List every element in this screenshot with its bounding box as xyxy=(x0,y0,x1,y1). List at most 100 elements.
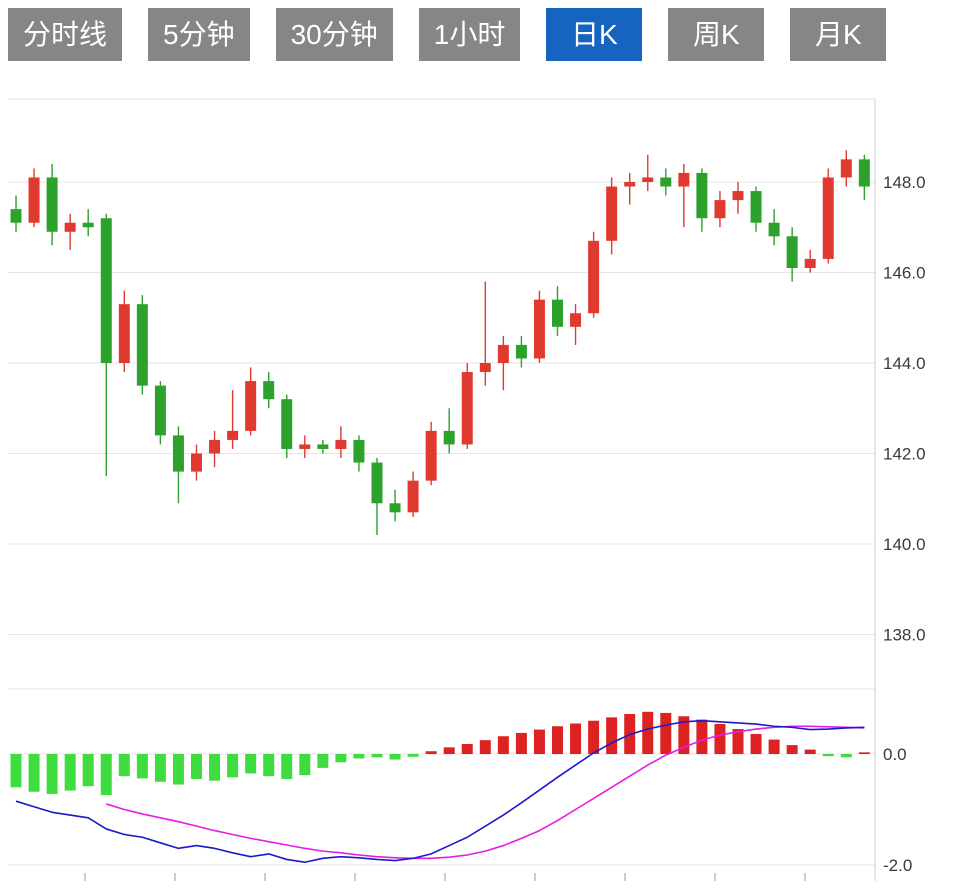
tab-minute-line[interactable]: 分时线 xyxy=(8,8,123,61)
macd-histogram-bar xyxy=(281,754,293,779)
tab-30min[interactable]: 30分钟 xyxy=(275,8,393,61)
candle-body xyxy=(497,344,509,363)
macd-histogram-bar xyxy=(371,754,383,758)
macd-histogram-bar xyxy=(443,747,455,754)
macd-histogram-bar xyxy=(136,754,148,779)
macd-histogram-bar xyxy=(209,754,221,781)
macd-histogram-bar xyxy=(245,754,257,774)
macd-histogram-bar xyxy=(750,734,762,754)
macd-histogram-bar xyxy=(118,754,130,777)
macd-histogram-bar xyxy=(660,712,672,754)
macd-histogram-bar xyxy=(82,754,94,787)
candle-body xyxy=(588,240,600,314)
macd-histogram-bar xyxy=(840,754,852,758)
candle-body xyxy=(407,480,419,513)
macd-histogram-bar xyxy=(461,744,473,754)
macd-histogram-bar xyxy=(696,719,708,754)
y-axis-label: 0.0 xyxy=(883,745,907,764)
candle-body xyxy=(533,299,545,359)
candle-body xyxy=(64,222,76,232)
candle-body xyxy=(642,177,654,182)
candle-body xyxy=(245,381,257,431)
macd-histogram-bar xyxy=(786,745,798,754)
macd-histogram-bar xyxy=(533,729,545,754)
candle-body xyxy=(443,430,455,445)
candle-body xyxy=(281,399,293,449)
macd-histogram-bar xyxy=(263,754,275,777)
macd-histogram-bar xyxy=(100,754,112,796)
candle-body xyxy=(82,222,94,228)
macd-histogram-bar xyxy=(299,754,311,776)
candle-body xyxy=(606,186,618,241)
candle-body xyxy=(209,439,221,454)
macd-histogram-bar xyxy=(317,754,329,768)
candle-body xyxy=(822,177,834,259)
macd-histogram-bar xyxy=(858,752,870,754)
tab-monthly-k[interactable]: 月K xyxy=(790,8,887,61)
candle-body xyxy=(46,177,58,232)
candle-body xyxy=(678,172,690,187)
candle-body xyxy=(768,222,780,237)
macd-histogram-bar xyxy=(28,754,40,792)
macd-histogram-bar xyxy=(714,724,726,754)
macd-histogram-bar xyxy=(335,754,347,763)
y-axis-label: 142.0 xyxy=(883,445,926,464)
candle-body xyxy=(136,304,148,386)
candle-body xyxy=(570,313,582,327)
macd-histogram-bar xyxy=(678,716,690,754)
macd-histogram-bar xyxy=(642,711,654,754)
candle-body xyxy=(696,172,708,219)
candle-body xyxy=(335,439,347,449)
tab-1hour[interactable]: 1小时 xyxy=(418,8,521,61)
candle-body xyxy=(28,177,40,223)
candlestick-macd-chart[interactable]: 148.0 146.0 144.0 142.0 140.0 138.0 0.0 -2.0 xyxy=(0,69,957,884)
candle-body xyxy=(515,344,527,359)
macd-histogram-bar xyxy=(46,754,58,794)
candle-body xyxy=(263,381,275,400)
candle-body xyxy=(425,430,437,481)
tab-5min[interactable]: 5分钟 xyxy=(148,8,250,61)
candle-body xyxy=(154,385,166,436)
candle-body xyxy=(804,258,816,268)
macd-histogram-bar xyxy=(768,739,780,754)
y-axis-label: 138.0 xyxy=(883,626,926,645)
macd-histogram-bar xyxy=(804,749,816,754)
candle-body xyxy=(750,191,762,223)
macd-histogram-bar xyxy=(570,723,582,754)
candle-body xyxy=(317,444,329,449)
y-axis-label: 140.0 xyxy=(883,535,926,554)
macd-histogram-bar xyxy=(606,717,618,754)
chart-area: 148.0 146.0 144.0 142.0 140.0 138.0 0.0 -2.0 xyxy=(0,69,957,889)
candle-body xyxy=(714,200,726,219)
candle-body xyxy=(660,177,672,187)
macd-histogram-bar xyxy=(154,754,166,782)
macd-histogram-bar xyxy=(227,754,239,778)
y-axis-label: 144.0 xyxy=(883,354,926,373)
candle-body xyxy=(624,182,636,187)
candle-body xyxy=(100,218,112,363)
candle-body xyxy=(840,159,852,178)
candle-body xyxy=(172,435,184,472)
tab-daily-k[interactable]: 日K xyxy=(546,8,643,61)
candle-body xyxy=(461,372,473,445)
candle-body xyxy=(118,304,130,363)
macd-histogram-bar xyxy=(407,754,419,757)
candle-body xyxy=(732,191,744,201)
macd-histogram-bar xyxy=(588,720,600,754)
candle-body xyxy=(479,363,491,373)
macd-histogram-bar xyxy=(191,754,202,779)
dea-line xyxy=(106,725,865,860)
y-axis-label: 146.0 xyxy=(883,264,926,283)
macd-histogram-bar xyxy=(552,726,563,754)
macd-histogram-bar xyxy=(425,751,437,754)
candle-body xyxy=(389,503,401,513)
macd-histogram-bar xyxy=(515,732,527,754)
candle-body xyxy=(10,209,22,223)
macd-histogram-bar xyxy=(172,754,184,785)
macd-histogram-bar xyxy=(822,754,834,757)
tab-weekly-k[interactable]: 周K xyxy=(668,8,765,61)
macd-histogram-bar xyxy=(479,740,491,754)
macd-histogram-bar xyxy=(353,754,365,759)
macd-histogram-bar xyxy=(64,754,76,791)
y-axis-label: 148.0 xyxy=(883,173,926,192)
